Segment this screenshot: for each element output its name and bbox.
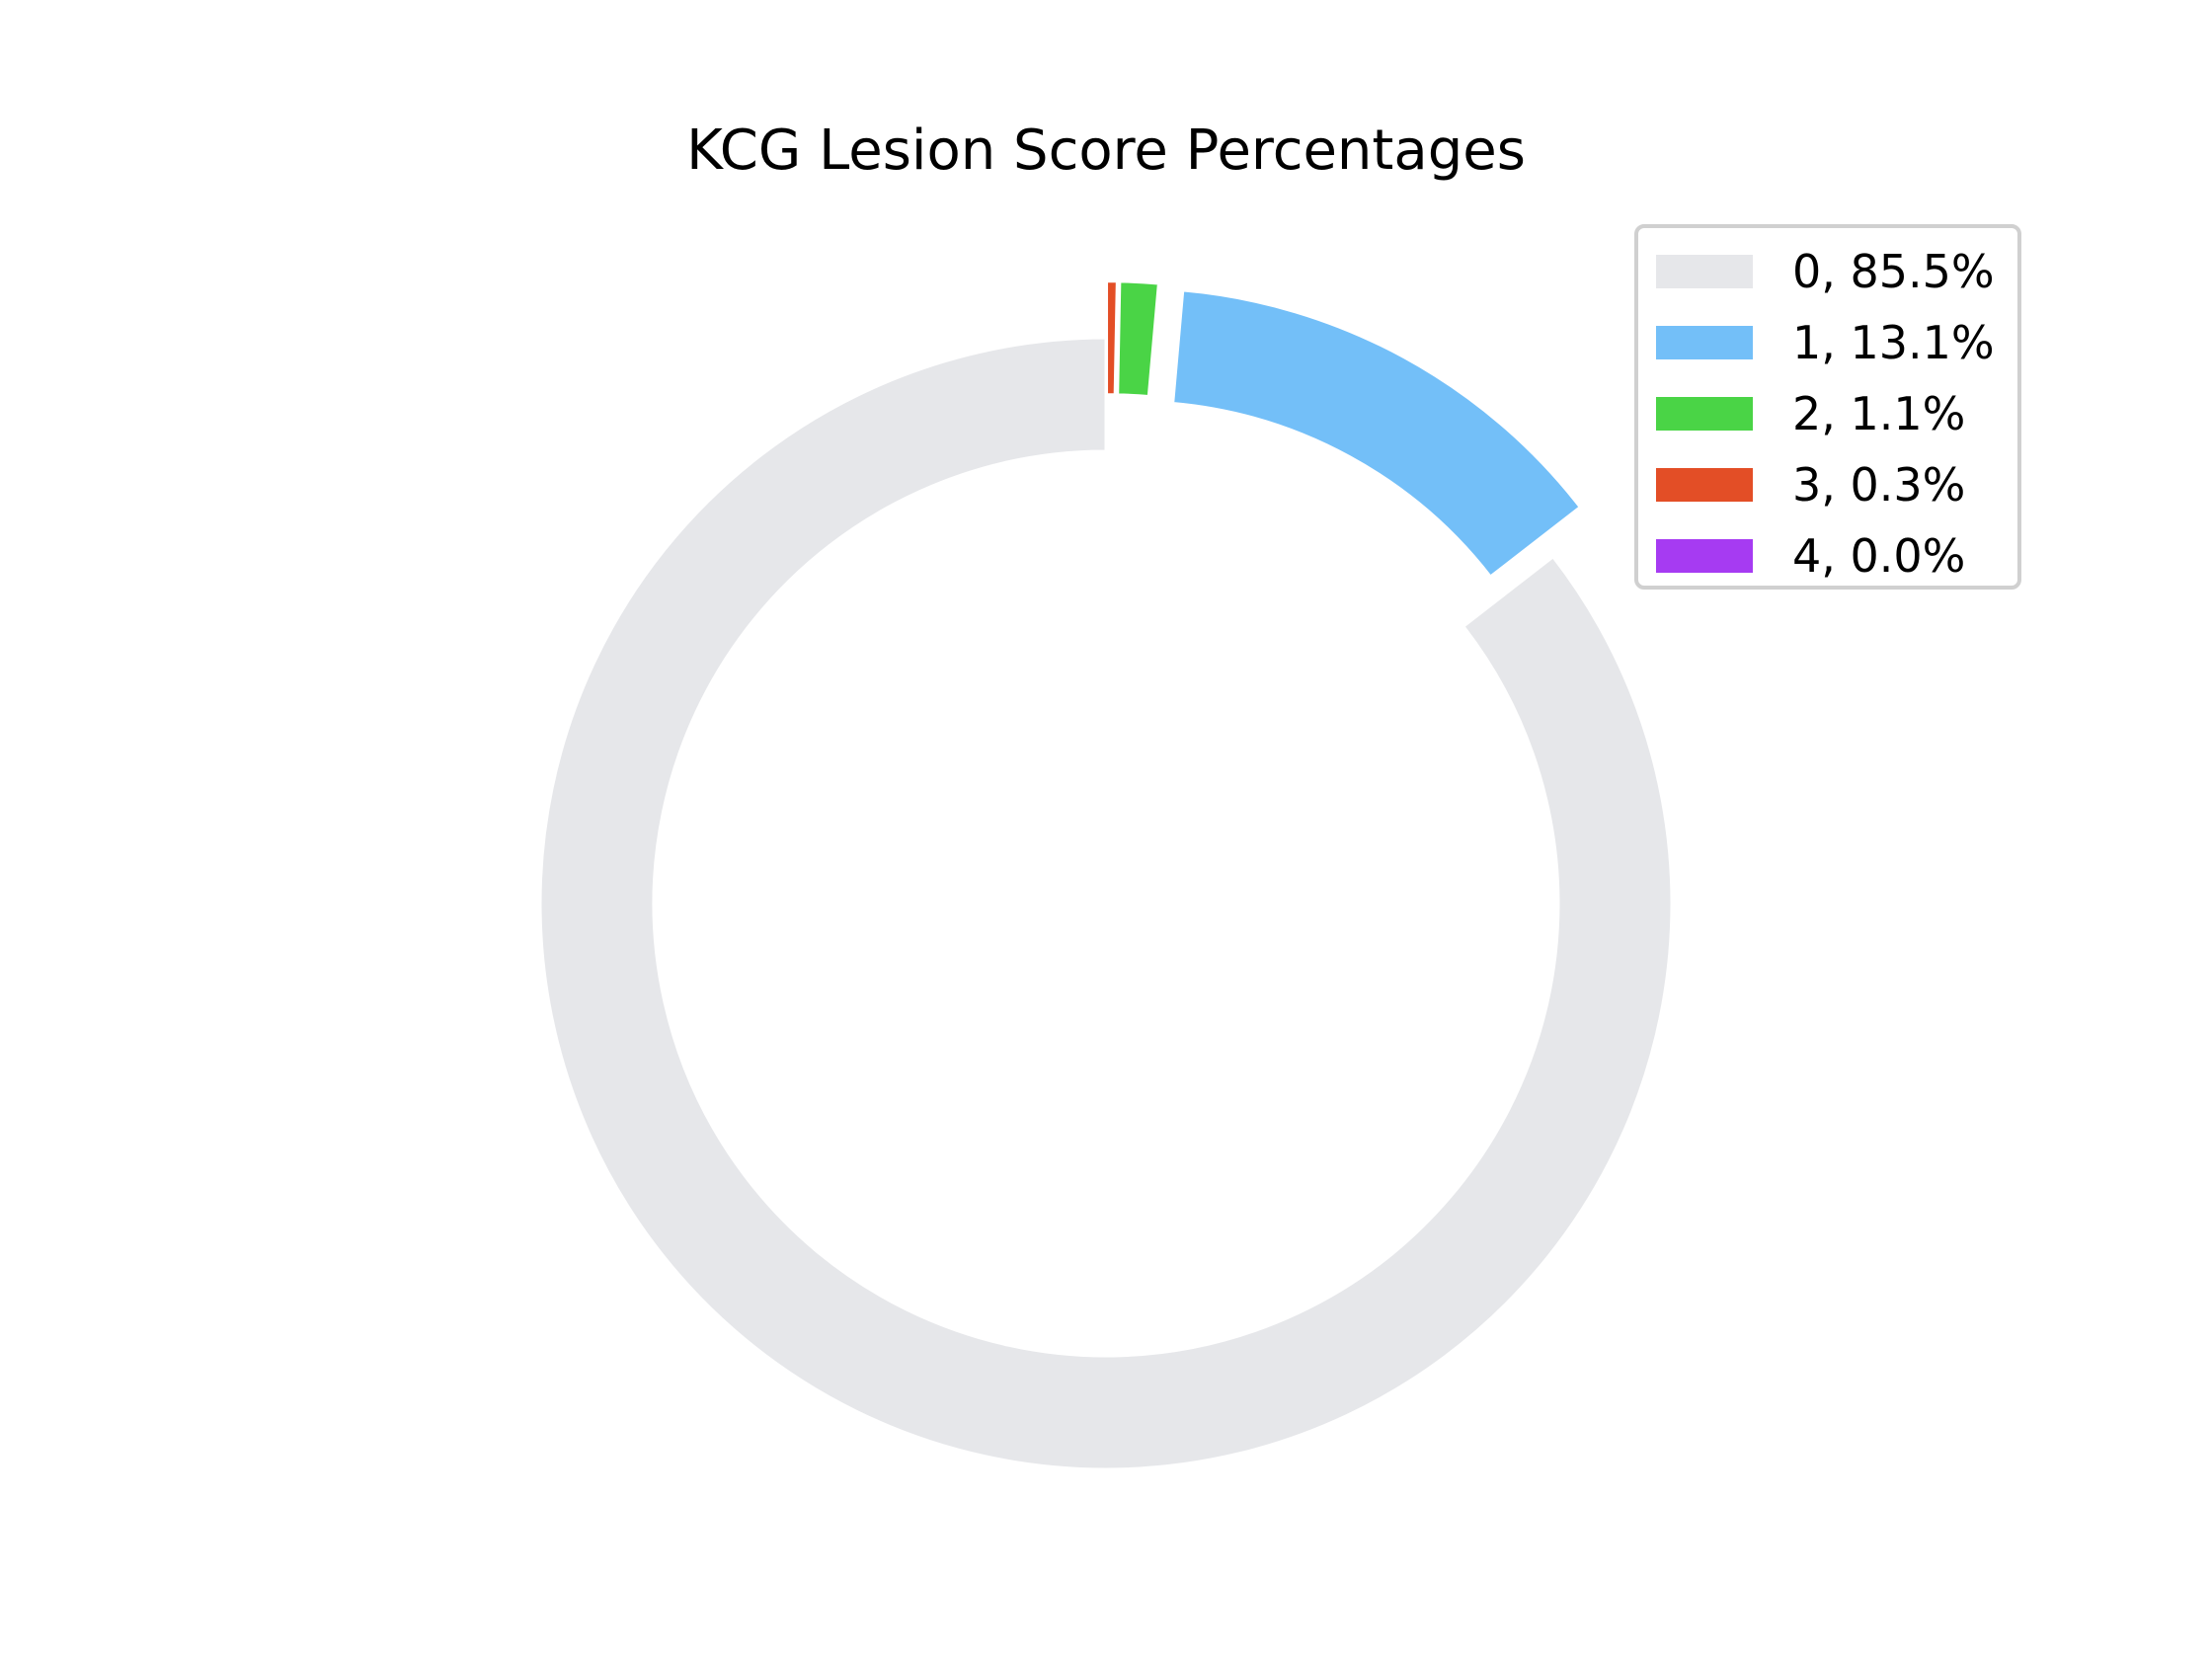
slice-1 — [1171, 288, 1582, 579]
chart-title: KCG Lesion Score Percentages — [686, 118, 1526, 183]
legend-item-4: 4, 0.0% — [1656, 529, 1965, 583]
legend-item-2: 2, 1.1% — [1656, 387, 1965, 440]
legend-swatch-3 — [1656, 468, 1753, 502]
legend-swatch-0 — [1656, 255, 1753, 288]
legend: 0, 85.5% 1, 13.1% 2, 1.1% 3, 0.3% 4, 0.0… — [1634, 224, 2021, 590]
legend-item-1: 1, 13.1% — [1656, 316, 1995, 369]
legend-swatch-2 — [1656, 397, 1753, 431]
legend-label-4: 4, 0.0% — [1792, 529, 1966, 583]
slice-2 — [1116, 279, 1160, 399]
legend-label-3: 3, 0.3% — [1792, 458, 1966, 512]
legend-label-0: 0, 85.5% — [1792, 245, 1995, 298]
legend-label-1: 1, 13.1% — [1792, 316, 1995, 369]
legend-swatch-1 — [1656, 326, 1753, 359]
slice-0 — [538, 336, 1674, 1471]
legend-item-0: 0, 85.5% — [1656, 245, 1995, 298]
legend-swatch-4 — [1656, 539, 1753, 573]
legend-item-3: 3, 0.3% — [1656, 458, 1965, 512]
slice-3 — [1105, 279, 1119, 397]
legend-label-2: 2, 1.1% — [1792, 387, 1966, 440]
